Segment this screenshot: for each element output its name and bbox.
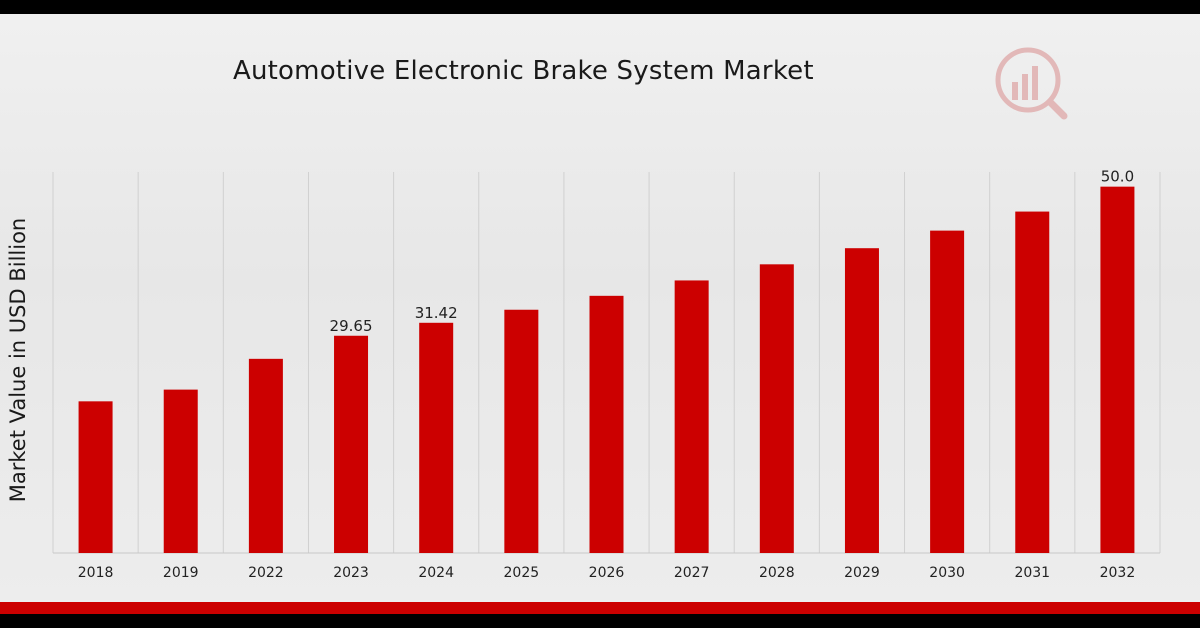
x-tick-label-2031: 2031 bbox=[1014, 565, 1050, 581]
bar-2029 bbox=[844, 248, 879, 553]
brand-logo-icon bbox=[995, 47, 1068, 120]
bar-2028 bbox=[759, 264, 794, 553]
x-tick-label-2019: 2019 bbox=[163, 565, 199, 581]
data-label-2023: 29.65 bbox=[330, 317, 373, 335]
footer-red-band bbox=[0, 602, 1200, 614]
x-tick-label-2024: 2024 bbox=[418, 565, 454, 581]
x-tick-label-2025: 2025 bbox=[504, 565, 540, 581]
x-tick-label-2029: 2029 bbox=[844, 565, 880, 581]
bar-2025 bbox=[504, 309, 539, 553]
bar-2032 bbox=[1100, 186, 1135, 553]
x-tick-label-2027: 2027 bbox=[674, 565, 710, 581]
bar-2019 bbox=[163, 389, 198, 553]
bar-2027 bbox=[674, 280, 709, 553]
x-tick-label-2018: 2018 bbox=[78, 565, 114, 581]
x-tick-label-2026: 2026 bbox=[589, 565, 625, 581]
bar-2023 bbox=[334, 335, 369, 553]
bar-2018 bbox=[78, 401, 113, 553]
x-tick-label-2022: 2022 bbox=[248, 565, 284, 581]
data-label-2024: 31.42 bbox=[415, 304, 458, 322]
x-tick-label-2032: 2032 bbox=[1100, 565, 1136, 581]
bar-2030 bbox=[930, 230, 965, 553]
bar-2031 bbox=[1015, 211, 1050, 554]
bar-2024 bbox=[419, 322, 454, 553]
x-tick-label-2030: 2030 bbox=[929, 565, 965, 581]
x-tick-label-2023: 2023 bbox=[333, 565, 369, 581]
bar-2026 bbox=[589, 295, 624, 553]
bar-2022 bbox=[248, 358, 283, 553]
x-tick-label-2028: 2028 bbox=[759, 565, 795, 581]
data-label-2032: 50.0 bbox=[1101, 168, 1134, 186]
chart-title: Automotive Electronic Brake System Marke… bbox=[233, 56, 814, 86]
